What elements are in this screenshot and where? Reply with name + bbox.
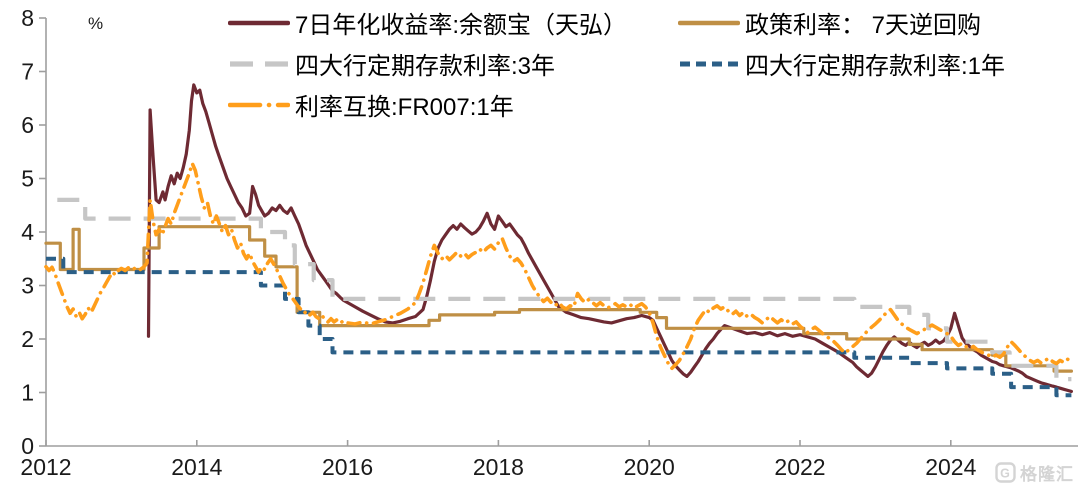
x-axis-label-2014: 2014 — [171, 454, 222, 480]
series-line-yuebao-7d-yield — [146, 83, 1073, 393]
y-axis-label-3: 3 — [21, 273, 34, 299]
legend-item-big4-deposit-1y: 四大行定期存款利率:1年 — [678, 46, 1005, 81]
x-axis-label-2024: 2024 — [925, 454, 976, 480]
series-line-big4-deposit-3y — [57, 197, 1072, 382]
x-axis-label-2022: 2022 — [774, 454, 825, 480]
series-line-irs-fr007-1y — [44, 161, 1074, 371]
legend-swatch-yuebao-7d-yield — [228, 20, 290, 25]
x-axis-label-2018: 2018 — [473, 454, 524, 480]
legend-label-yuebao-7d-yield: 7日年化收益率:余额宝（天弘） — [295, 12, 628, 39]
svg-text:G: G — [1000, 467, 1011, 481]
series-line-policy-rate-7d-repo — [44, 225, 1073, 373]
y-axis-label-5: 5 — [21, 166, 34, 192]
y-axis-label-1: 1 — [21, 380, 34, 406]
x-axis-label-2016: 2016 — [322, 454, 373, 480]
legend-swatch-big4-deposit-3y — [230, 60, 288, 67]
chart-legend: 7日年化收益率:余额宝（天弘） 政策利率： 7天逆回购四大行定期存款利率:3年 四大… — [228, 2, 1005, 125]
x-axis-label-2012: 2012 — [20, 454, 71, 480]
legend-label-irs-fr007-1y: 利率互换:FR007:1年 — [295, 94, 514, 121]
y-axis-label-2: 2 — [21, 326, 34, 352]
y-axis-unit-label: % — [88, 14, 104, 33]
legend-label-big4-deposit-1y: 四大行定期存款利率:1年 — [745, 53, 1006, 80]
legend-label-big4-deposit-3y: 四大行定期存款利率:3年 — [295, 53, 556, 80]
y-axis-label-0: 0 — [21, 433, 34, 459]
legend-item-irs-fr007-1y: 利率互换:FR007:1年 — [228, 87, 678, 122]
y-axis-label-4: 4 — [21, 219, 34, 245]
legend-item-policy-rate-7d-repo: 政策利率： 7天逆回购 — [678, 5, 1005, 40]
legend-swatch-irs-fr007-1y — [228, 102, 290, 107]
watermark-text: 格隆汇 — [1020, 465, 1074, 484]
y-axis-label-8: 8 — [21, 5, 34, 31]
legend-swatch-policy-rate-7d-repo — [678, 20, 740, 25]
legend-swatch-big4-deposit-1y — [680, 61, 738, 66]
watermark-logo-icon: G — [995, 462, 1016, 483]
legend-label-policy-rate-7d-repo: 政策利率： 7天逆回购 — [745, 12, 982, 39]
x-axis-label-2020: 2020 — [624, 454, 675, 480]
y-axis-label-7: 7 — [21, 59, 34, 85]
y-axis-label-6: 6 — [21, 112, 34, 138]
series-line-big4-deposit-1y — [46, 256, 1072, 398]
legend-item-big4-deposit-3y: 四大行定期存款利率:3年 — [228, 46, 678, 81]
watermark: G 格隆汇 — [995, 460, 1074, 485]
legend-item-yuebao-7d-yield: 7日年化收益率:余额宝（天弘） — [228, 5, 678, 40]
